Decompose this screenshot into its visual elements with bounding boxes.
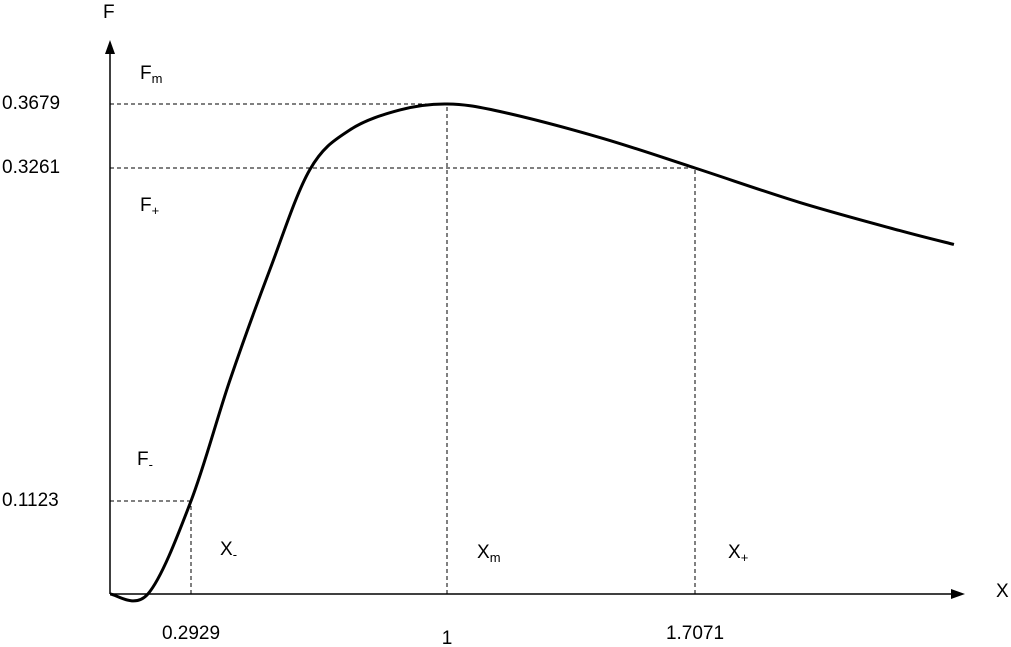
x-tick-label: 1.7071 bbox=[666, 623, 724, 644]
y-tick-label: 0.1123 bbox=[2, 490, 59, 511]
annotation-sub: m bbox=[152, 71, 163, 86]
annotation-sub: m bbox=[490, 550, 501, 565]
annotation: F- bbox=[137, 449, 153, 472]
annotation-base: X bbox=[728, 542, 741, 563]
annotation-sub: + bbox=[152, 203, 160, 218]
annotation: F+ bbox=[140, 195, 159, 218]
annotation-sub: + bbox=[741, 550, 749, 565]
y-axis-arrow bbox=[105, 40, 115, 54]
annotation-base: X bbox=[220, 539, 233, 560]
x-axis-label: X bbox=[996, 581, 1009, 602]
y-tick-label: 0.3679 bbox=[2, 93, 60, 114]
annotation-base: X bbox=[477, 542, 490, 563]
annotation-base: F bbox=[140, 195, 152, 216]
y-tick-label: 0.3261 bbox=[2, 157, 60, 178]
x-axis-arrow bbox=[951, 589, 965, 599]
x-tick-label: 1 bbox=[442, 628, 453, 647]
y-axis-label: F bbox=[103, 2, 115, 23]
annotation-sub: - bbox=[233, 547, 237, 562]
annotation: Xm bbox=[477, 542, 501, 565]
x-tick-label: 0.2929 bbox=[162, 623, 220, 644]
annotation: X+ bbox=[728, 542, 748, 565]
annotation-base: F bbox=[137, 449, 149, 470]
annotation-base: F bbox=[140, 63, 152, 84]
annotation: X- bbox=[220, 539, 237, 562]
curve bbox=[109, 102, 955, 603]
annotation-sub: - bbox=[149, 457, 153, 472]
annotation: Fm bbox=[140, 63, 162, 86]
